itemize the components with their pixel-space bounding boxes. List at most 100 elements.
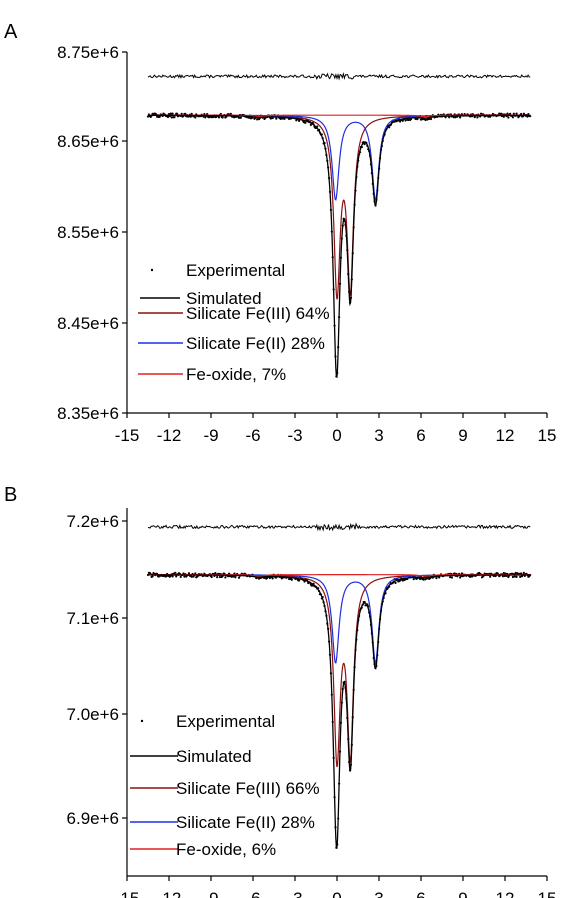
experimental-point [435,577,438,580]
panel-b-legend-label: Silicate Fe(III) 66% [176,779,320,798]
experimental-point [424,118,427,122]
experimental-point [526,115,529,118]
experimental-point [401,579,404,582]
panel-b-chart [146,522,532,850]
panel-a-x-tick-label: 0 [332,426,341,445]
experimental-point [187,572,191,575]
experimental-point [507,116,510,119]
panel-a-residual-line [147,72,531,81]
panel-b-y-tick-label: 7.1e+6 [67,609,119,628]
experimental-point [224,576,227,579]
panel-b-x-tick-label: -6 [245,889,260,898]
experimental-point [363,142,366,146]
panel-b-x-tick-label: 9 [458,889,467,898]
experimental-point [512,112,515,115]
panel-a-x-tick-label: -12 [157,426,182,445]
panel-b-y-tick-label: 7.2e+6 [67,512,119,531]
experimental-point [247,116,251,119]
panel-a-legend-marker [150,268,154,272]
experimental-point [174,571,177,574]
experimental-point [453,572,456,575]
experimental-point [394,581,397,584]
experimental-point [419,118,423,121]
experimental-point [304,121,307,124]
experimental-point [407,118,410,122]
panel-b-x-tick-label: 3 [374,889,383,898]
panel-b-legend-label: Simulated [176,747,252,766]
experimental-point [194,572,197,575]
experimental-point [309,123,312,127]
panel-label-b: B [4,484,17,506]
experimental-point [460,572,464,575]
experimental-point [166,115,170,119]
panel-a-x-tick-label: 15 [538,426,557,445]
experimental-point [173,116,176,119]
experimental-point [438,576,441,579]
experimental-point [513,575,516,578]
experimental-point [450,576,454,579]
panel-a-legend-label: Silicate Fe(II) 28% [186,334,325,353]
panel-a-chart [146,72,532,379]
experimental-point [217,116,221,119]
panel-a-legend-label: Simulated [186,289,262,308]
experimental-point [476,116,479,119]
experimental-point [454,116,457,119]
experimental-point [190,575,193,578]
experimental-point [156,115,159,118]
experimental-point [194,116,197,119]
experimental-point [221,116,224,119]
experimental-point [502,571,505,575]
experimental-point [489,575,492,578]
experimental-point [515,112,518,115]
experimental-point [428,117,431,120]
panel-a-series-1-line [148,114,531,201]
experimental-point [459,116,462,119]
panel-b-x-tick-label: 12 [496,889,515,898]
experimental-point [501,575,504,578]
experimental-point [511,575,515,579]
experimental-point [401,119,404,122]
experimental-point [192,575,195,578]
panel-b-y-tick-label: 7.0e+6 [67,705,119,724]
experimental-point [175,575,178,578]
experimental-point [216,576,219,579]
experimental-point [180,112,183,115]
panel-b-x-tick-label: 6 [416,889,425,898]
experimental-point [412,578,415,581]
experimental-point [218,575,221,579]
experimental-point [171,575,174,578]
panel-a-x-tick-label: -6 [245,426,260,445]
panel-a-y-tick-label: 8.35e+6 [57,404,119,423]
experimental-point [239,116,242,119]
panel-b-residual-line [147,522,531,532]
experimental-point [233,572,236,575]
panel-a-x-tick-label: -3 [287,426,302,445]
experimental-point [275,117,278,120]
experimental-point [170,116,173,119]
experimental-point [506,112,509,115]
panel-a-legend-label: Experimental [186,261,285,280]
experimental-point [169,112,172,115]
experimental-point [269,117,272,120]
panel-a-y-tick-label: 8.55e+6 [57,223,119,242]
experimental-point [271,577,274,580]
experimental-point [268,576,272,580]
panel-a-x-tick-label: 6 [416,426,425,445]
experimental-point [165,575,168,578]
panel-a-y-tick-label: 8.75e+6 [57,43,119,62]
experimental-point [499,112,503,115]
experimental-point [519,575,522,578]
panel-b-x-tick-label: -12 [157,889,182,898]
experimental-point [509,112,512,115]
experimental-point [176,112,179,115]
experimental-point [184,112,187,115]
panel-b-series-0-line [148,574,531,768]
panel-b-legend-label: Silicate Fe(II) 28% [176,813,315,832]
experimental-point [237,576,241,579]
experimental-point [429,117,433,121]
experimental-point [283,117,286,120]
experimental-point [234,576,237,579]
experimental-point [237,116,241,119]
experimental-point [520,112,523,116]
